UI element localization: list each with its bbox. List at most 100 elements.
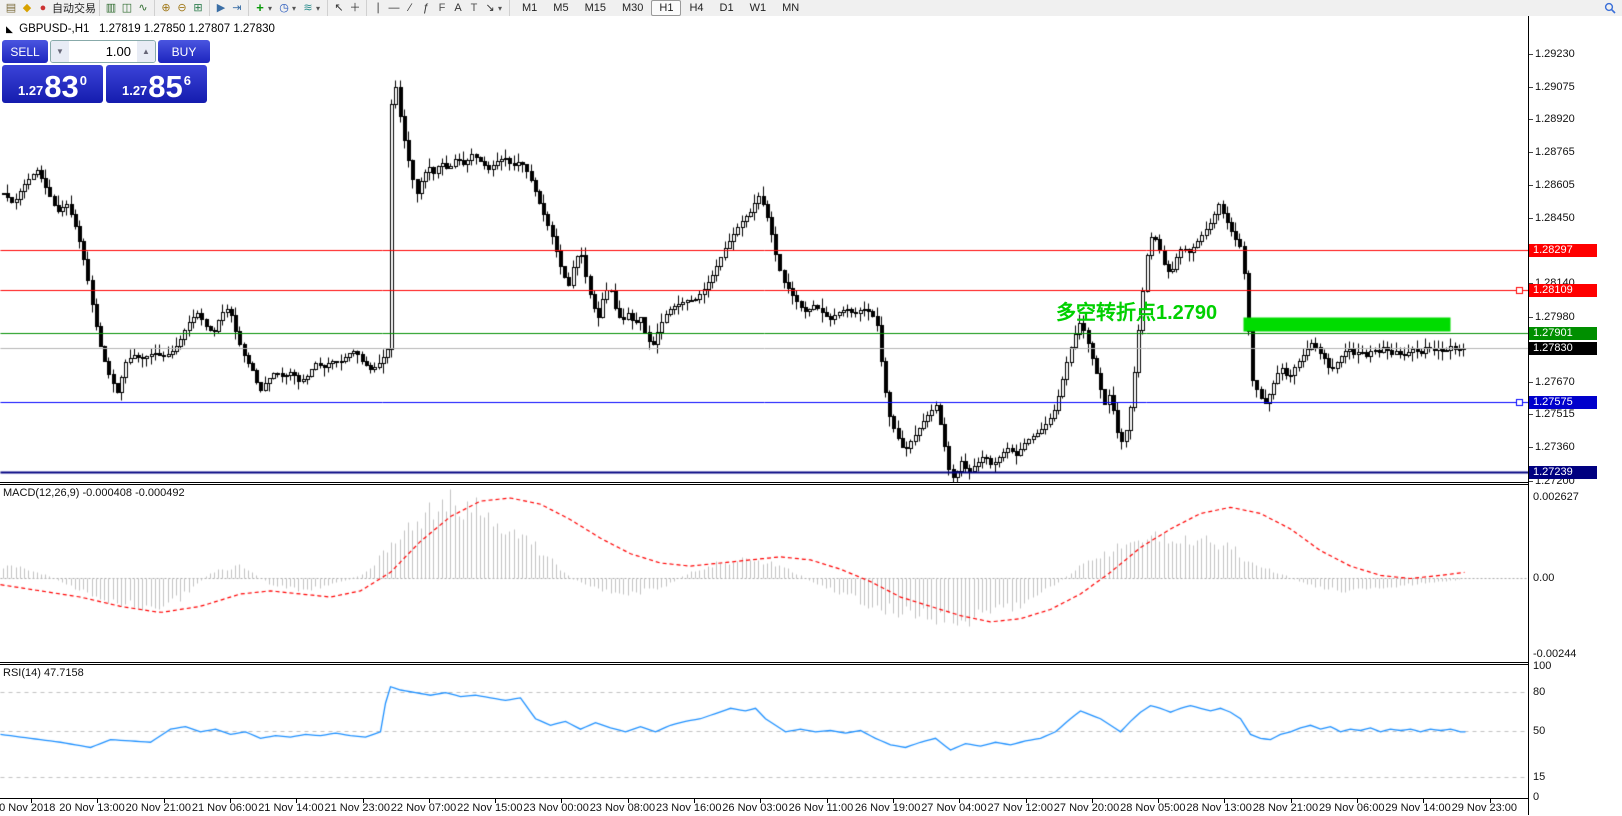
macd-indicator-label: MACD(12,26,9) -0.000408 -0.000492 [3,487,185,499]
buy-price-sup: 6 [183,73,192,88]
time-axis-label: 20 Nov 21:00 [125,802,192,814]
line-chart-icon[interactable]: ∿ [138,2,148,14]
rsi-pane-canvas[interactable] [0,665,1528,798]
bar-chart-icon[interactable]: ▥ [105,2,117,14]
periods-icon-caret[interactable]: ▾ [292,3,297,13]
periods-icon[interactable]: ◷ [279,2,289,14]
time-axis-label: 21 Nov 06:00 [191,802,258,814]
timeframe-button-M15[interactable]: M15 [584,2,606,14]
buy-price-box[interactable]: 1.27 85 6 [106,65,207,103]
time-axis-tick [561,799,563,803]
volume-increase-button[interactable]: ▲ [137,41,155,62]
price-line-chip: 1.27901 [1529,327,1597,340]
candlestick-chart-icon[interactable]: ◫ [121,2,133,14]
volume-input[interactable] [69,43,137,60]
sell-button[interactable]: SELL [2,40,48,63]
timeframe-button-M30[interactable]: M30 [621,2,644,14]
time-axis-label: 22 Nov 07:00 [390,802,457,814]
crosshair-icon[interactable]: ＋ [349,2,361,14]
time-axis-label: 28 Nov 21:00 [1252,802,1319,814]
time-axis-tick [959,799,961,803]
time-axis-tick [1357,799,1358,803]
time-axis-tick [627,799,629,803]
macd-pane-canvas[interactable] [0,485,1528,662]
rsi-tick-label: 50 [1533,725,1546,737]
auto-trading-button[interactable]: ● [39,2,47,14]
time-axis-label: 22 Nov 15:00 [457,802,523,814]
fibonacci-icon[interactable]: ƒ [422,2,430,14]
new-order-icon[interactable]: ▤ [5,2,17,14]
time-axis-tick [163,799,165,803]
timeframe-toolbar: M1 M5 M15 M30 H1 H4 D1 W1 MN [510,0,811,16]
auto-trading-label[interactable]: 自动交易 [52,3,96,15]
timeframe-button-M5[interactable]: M5 [553,2,569,14]
toolbar-group: ▤ ◆ ● 自动交易 [0,0,100,16]
vertical-line-icon[interactable]: ∣ [375,2,381,14]
navigator-icon[interactable]: ◆ [22,2,32,14]
price-line-chip: 1.28297 [1529,244,1597,257]
search-icon[interactable] [1602,1,1618,15]
time-axis-label: 21 Nov 14:00 [258,802,324,814]
time-axis-label: 29 Nov 23:00 [1451,802,1518,814]
text-icon[interactable]: A [454,2,462,14]
time-axis-label: 29 Nov 06:00 [1319,802,1385,814]
fibo-expansion-icon[interactable]: F [438,2,446,14]
chart-title: ◣ GBPUSD-,H1 1.27819 1.27850 1.27807 1.2… [6,23,275,35]
chart-shift-icon[interactable]: ⇥ [232,2,242,14]
toolbar: ▤ ◆ ● 自动交易 ▥ ◫ ∿ ⊕ ⊖ ⊞ ▶ ⇥ + ▾ ◷ ▾ ≋ ▾ ↖ ＋ ∣ — ∕ ƒ F A T ↘ ▾ M1 M5 M15… [0,0,1622,17]
timeframe-button-MN[interactable]: MN [782,2,800,14]
price-tick-label: 1.27515 [1529,407,1575,421]
zoom-out-icon[interactable]: ⊖ [177,2,187,14]
cursor-icon[interactable]: ↖ [334,2,344,14]
rsi-tick-label: 0 [1533,791,1540,803]
sell-price-box[interactable]: 1.27 83 0 [2,65,103,103]
time-axis-tick [31,799,32,803]
price-tick-label: 1.29230 [1529,47,1575,61]
timeframe-button-D1[interactable]: D1 [719,2,734,14]
timeframe-button-W1[interactable]: W1 [749,2,767,14]
pane-separator[interactable] [0,662,1528,665]
buy-price-prefix: 1.27 [121,83,148,98]
time-axis-label: 20 Nov 13:00 [59,802,125,814]
toolbar-icon-groups: ▤ ◆ ● 自动交易 ▥ ◫ ∿ ⊕ ⊖ ⊞ ▶ ⇥ + ▾ ◷ ▾ ≋ ▾ ↖ ＋ ∣ — ∕ ƒ F A T ↘ ▾ [0,0,510,16]
trendline-icon[interactable]: ∕ [409,2,411,14]
auto-scroll-icon[interactable]: ▶ [216,2,226,14]
pane-separator[interactable] [0,482,1528,485]
time-axis-label: 20 Nov 2018 [0,802,56,814]
price-tick-label: 1.27980 [1529,310,1575,324]
price-axis[interactable]: 1.29230 1.29075 1.28920 1.28765 1.28605 1.284… [1528,16,1622,815]
main-chart-canvas[interactable] [0,16,1528,482]
zoom-in-icon[interactable]: ⊕ [161,2,171,14]
templates-icon[interactable]: ≋ [303,2,313,14]
price-line-chip: 1.27830 [1529,342,1597,355]
tile-windows-icon[interactable]: ⊞ [193,2,203,14]
arrows-tool-icon[interactable]: ↘ [485,2,495,14]
horizontal-line-icon[interactable]: — [388,2,400,14]
volume-spinner: ▼ ▲ [50,40,156,63]
label-icon[interactable]: T [470,2,478,14]
time-axis-label: 27 Nov 12:00 [987,802,1053,814]
indicators-add-icon[interactable]: + [256,0,264,15]
sell-price-prefix: 1.27 [17,83,44,98]
time-axis-tick [1025,799,1027,803]
rsi-indicator-label: RSI(14) 47.7158 [3,667,84,679]
timeframe-button-H1[interactable]: H1 [651,0,682,16]
indicators-add-icon-caret[interactable]: ▾ [268,3,273,13]
time-axis-tick [694,799,695,803]
macd-tick-label: 0.002627 [1533,491,1579,503]
timeframe-button-M1[interactable]: M1 [522,2,538,14]
buy-button[interactable]: BUY [158,40,210,63]
time-axis-label: 21 Nov 23:00 [324,802,390,814]
volume-decrease-button[interactable]: ▼ [51,41,69,62]
time-axis-label: 26 Nov 19:00 [854,802,921,814]
timeframe-button-H4[interactable]: H4 [689,2,704,14]
templates-icon-caret[interactable]: ▾ [316,3,321,13]
time-axis-tick [97,799,99,803]
time-axis-label: 27 Nov 20:00 [1053,802,1120,814]
price-line-chip: 1.27239 [1529,466,1597,479]
price-tick-label: 1.28920 [1529,112,1575,126]
arrows-tool-icon-caret[interactable]: ▾ [498,3,503,13]
